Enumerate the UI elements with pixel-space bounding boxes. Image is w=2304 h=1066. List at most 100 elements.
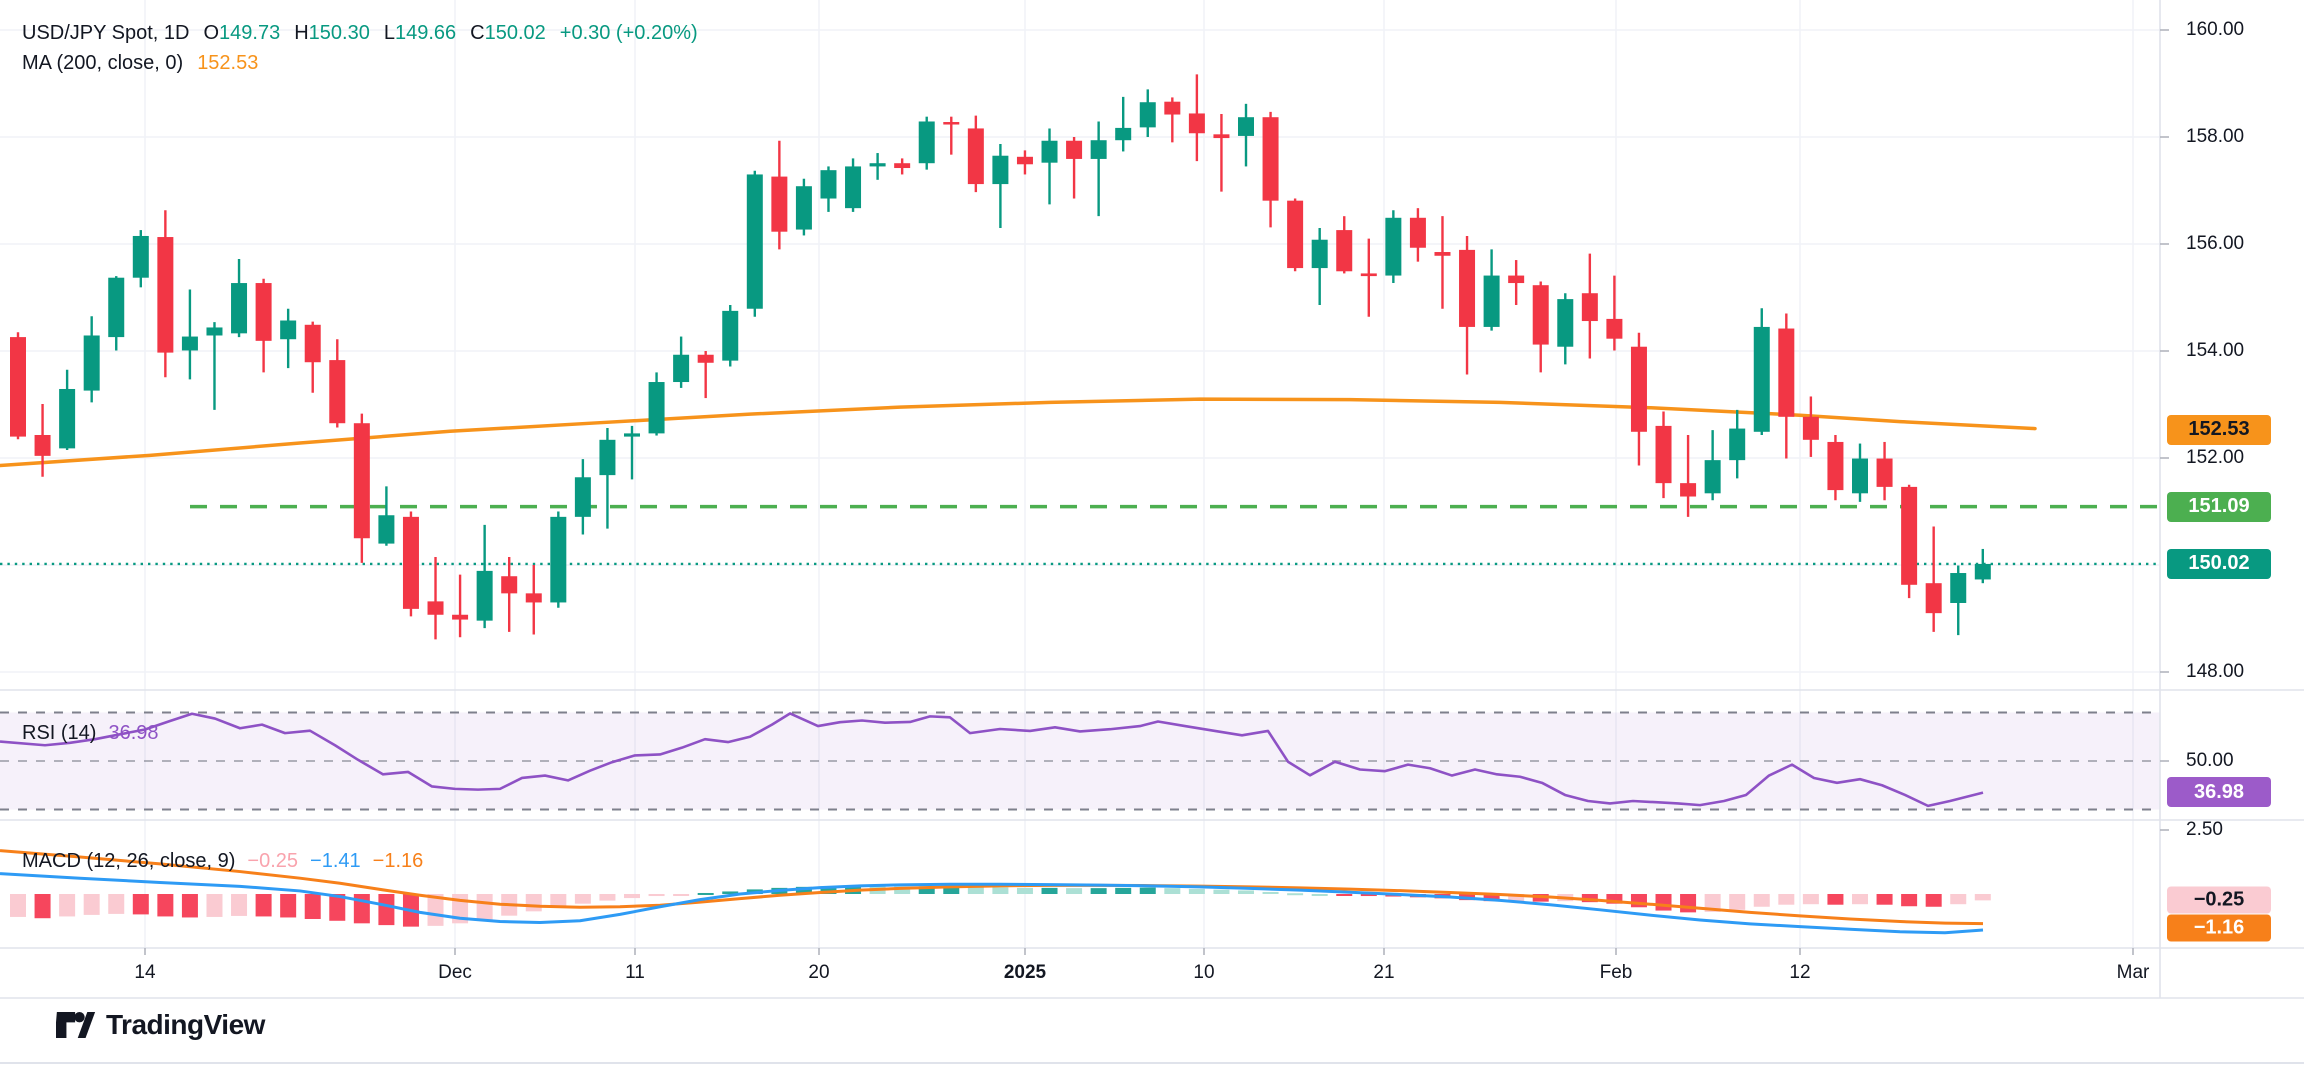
macd-histogram-bar xyxy=(1655,894,1672,911)
ohlc-close: C150.02 xyxy=(470,22,546,44)
macd-histogram-bar xyxy=(231,894,248,916)
macd-legend[interactable]: MACD (12, 26, close, 9) −0.25 −1.41 −1.1… xyxy=(22,850,423,873)
candle-body-up xyxy=(673,354,690,383)
candle-body-down xyxy=(304,324,321,363)
macd-histogram-bar xyxy=(673,894,690,896)
candle-body-down xyxy=(1262,117,1279,201)
candle-body-up xyxy=(1483,275,1500,327)
price-axis-label: 160.00 xyxy=(2186,19,2245,40)
time-axis-label-11[interactable]: 11 xyxy=(625,962,645,983)
candle-body-up xyxy=(1557,299,1574,347)
candle-body-up xyxy=(83,335,100,391)
ma-label: MA (200, close, 0) xyxy=(22,52,184,74)
candle-body-up xyxy=(820,170,837,199)
macd-histogram-bar xyxy=(1115,887,1132,894)
candle-body-down xyxy=(1336,230,1353,272)
candle-body-up xyxy=(1729,428,1746,461)
candle-body-up xyxy=(59,388,76,449)
macd-histogram-bar xyxy=(918,886,935,894)
candle-body-down xyxy=(1213,134,1230,139)
candle-body-up xyxy=(1139,102,1156,128)
macd-histogram-bar xyxy=(1311,894,1328,896)
candle-body-up xyxy=(722,310,739,361)
time-axis-label-12[interactable]: 12 xyxy=(1789,962,1811,983)
time-axis-label-2025[interactable]: 2025 xyxy=(1003,962,1047,983)
ma-legend[interactable]: MA (200, close, 0) 152.53 xyxy=(22,52,258,75)
candle-body-down xyxy=(1532,285,1549,345)
macd-histogram-bar xyxy=(476,894,493,920)
macd-histogram-bar xyxy=(1802,894,1819,905)
candle-body-up xyxy=(476,570,493,621)
candle-body-up xyxy=(1311,239,1328,269)
rsi-legend[interactable]: RSI (14) 36.98 xyxy=(22,722,159,745)
time-axis-label-20[interactable]: 20 xyxy=(808,962,830,983)
time-axis-label-Dec[interactable]: Dec xyxy=(438,962,472,983)
macd-hist-badge: −0.25 xyxy=(2167,886,2271,914)
candle-body-down xyxy=(1164,101,1181,115)
time-axis-label-14[interactable]: 14 xyxy=(134,962,156,983)
ma200-line[interactable] xyxy=(0,397,2037,468)
candle-body-down xyxy=(1778,328,1795,417)
candle-body-up xyxy=(550,516,567,603)
macd-histogram-bar xyxy=(108,894,125,914)
candle-body-down xyxy=(1901,486,1918,585)
macd-histogram-bar xyxy=(1876,894,1893,905)
candle-body-up xyxy=(1090,140,1107,159)
macd-histogram-bar xyxy=(1041,887,1058,894)
macd-histogram-bar xyxy=(1827,894,1844,905)
candle-body-up xyxy=(231,283,248,334)
symbol-title: USD/JPY Spot, 1D xyxy=(22,22,190,44)
candle-body-up xyxy=(869,163,886,167)
time-axis-label-21[interactable]: 21 xyxy=(1373,962,1395,983)
macd-histogram-bar xyxy=(1262,891,1279,894)
macd-histogram-bar xyxy=(1287,893,1304,896)
candle-body-down xyxy=(771,176,788,232)
candle-body-down xyxy=(697,354,714,363)
macd-histogram-bar xyxy=(943,886,960,894)
time-axis-label-Feb[interactable]: Feb xyxy=(1599,962,1633,983)
candle-body-down xyxy=(1655,425,1672,484)
candle-body-down xyxy=(501,576,518,594)
macd-histogram-bar xyxy=(697,892,714,895)
macd-histogram-bar xyxy=(10,894,26,917)
macd-signal-line[interactable] xyxy=(0,849,1984,926)
macd-histogram-bar xyxy=(280,894,297,918)
candle-body-down xyxy=(1188,113,1205,134)
macd-histogram-bar xyxy=(1360,894,1377,897)
macd-histogram-bar xyxy=(1950,894,1967,905)
symbol-legend[interactable]: USD/JPY Spot, 1D O149.73 H150.30 L149.66… xyxy=(22,22,698,45)
macd-histogram-bar xyxy=(1066,888,1083,894)
candle-body-down xyxy=(525,593,542,603)
candle-body-down xyxy=(1606,318,1623,339)
level-value-badge: 151.09 xyxy=(2167,491,2271,522)
candle-body-down xyxy=(329,360,346,424)
macd-line[interactable] xyxy=(0,872,1984,935)
candle-body-down xyxy=(943,122,960,125)
ma-value-badge: 152.53 xyxy=(2167,414,2271,445)
candle-body-down xyxy=(255,283,272,341)
macd-histogram-bar xyxy=(1852,894,1868,905)
candle-body-down xyxy=(1630,346,1647,432)
macd-histogram-bar xyxy=(255,894,272,917)
time-axis-label-Mar[interactable]: Mar xyxy=(2116,962,2150,983)
macd-histogram-bar xyxy=(304,894,321,919)
candle-body-up xyxy=(1704,460,1721,494)
rsi-value: 36.98 xyxy=(108,722,159,744)
macd-histogram-bar xyxy=(550,894,567,908)
macd-histogram-bar xyxy=(525,894,542,912)
tradingview-logo[interactable]: TradingView xyxy=(56,1008,265,1042)
macd-histogram-bar xyxy=(1753,894,1770,907)
candle-body-up xyxy=(206,327,223,336)
rsi-line[interactable] xyxy=(0,712,1984,808)
price-axis-label: 158.00 xyxy=(2186,126,2245,147)
time-axis-label-10[interactable]: 10 xyxy=(1193,962,1215,983)
macd-histogram-bar xyxy=(574,894,591,904)
macd-histogram-bar xyxy=(1483,894,1500,902)
macd-signal-badge: −1.16 xyxy=(2167,914,2271,942)
candle-body-up xyxy=(1115,127,1132,141)
macd-histogram-bar xyxy=(624,894,640,899)
macd-histogram-bar xyxy=(1901,894,1918,907)
candle-body-up xyxy=(1852,458,1868,494)
macd-histogram-bar xyxy=(181,894,198,918)
